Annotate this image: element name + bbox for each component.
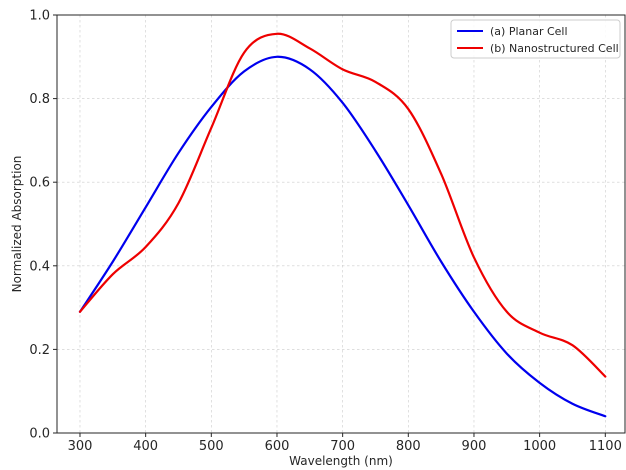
tick-labels: 300 400 500 600 700 800 900 1000 1100 0.0 0.2 0.4 0.… xyxy=(29,9,622,455)
x-tick-label: 600 xyxy=(265,439,290,454)
y-tick-label: 0.8 xyxy=(29,92,50,107)
x-tick-label: 1000 xyxy=(523,439,556,454)
x-axis-label: Wavelength (nm) xyxy=(289,454,393,468)
legend-label-nanostructured: (b) Nanostructured Cell xyxy=(490,42,619,55)
x-tick-label: 500 xyxy=(199,439,224,454)
x-tick-label: 800 xyxy=(396,439,421,454)
legend-box xyxy=(450,19,621,59)
y-tick-label: 0.0 xyxy=(29,427,50,442)
legend-label-planar: (a) Planar Cell xyxy=(490,25,568,38)
y-tick-label: 1.0 xyxy=(29,9,50,24)
y-tick-label: 0.2 xyxy=(29,343,50,358)
y-axis-label: Normalized Absorption xyxy=(10,156,24,293)
y-tick-label: 0.4 xyxy=(29,259,50,274)
x-tick-label: 300 xyxy=(68,439,93,454)
legend: (a) Planar Cell (b) Nanostructured Cell xyxy=(450,19,621,59)
x-tick-label: 400 xyxy=(133,439,158,454)
x-tick-label: 700 xyxy=(330,439,355,454)
series-line-nanostructured xyxy=(78,32,607,378)
series-line-planar xyxy=(78,55,607,418)
x-tick-label: 1100 xyxy=(589,439,622,454)
y-tick-label: 0.6 xyxy=(29,176,50,191)
plot-frame xyxy=(56,14,626,434)
axis-ticks xyxy=(53,14,606,437)
x-tick-label: 900 xyxy=(462,439,487,454)
series-lines xyxy=(78,32,607,418)
grid-lines xyxy=(57,14,625,434)
